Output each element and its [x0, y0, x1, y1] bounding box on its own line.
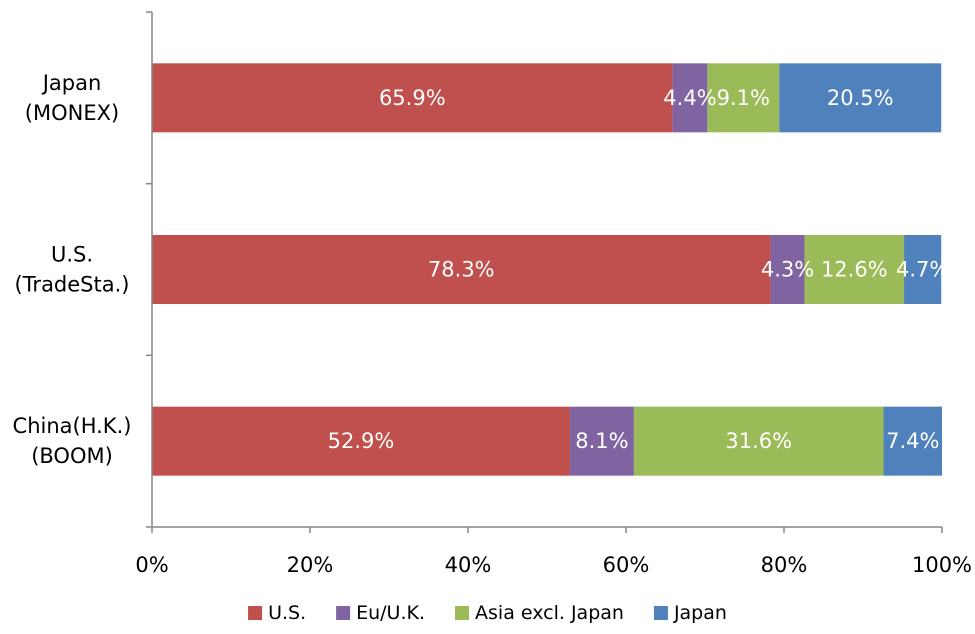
category-label-2-1: (BOOM)	[31, 444, 113, 468]
axes-layer: 0% 20% 40% 60% 80% 100%	[135, 11, 972, 577]
bar-segment-0-3	[779, 63, 942, 133]
bar-segment-1-2	[804, 235, 905, 304]
legend-swatch-1	[336, 606, 351, 620]
bar-segment-2-2	[633, 406, 884, 476]
x-tick-label-2: 40%	[445, 553, 492, 577]
legend: U.S. Eu/U.K. Asia excl. Japan Japan	[248, 602, 727, 624]
legend-swatch-0	[248, 606, 263, 620]
legend-item-2: Asia excl. Japan	[455, 602, 624, 624]
data-label-0-2: 9.1%	[717, 86, 770, 110]
bar-segment-0-1	[672, 63, 708, 133]
bar-segment-2-3	[883, 406, 942, 476]
data-label-0-0: 65.9%	[379, 86, 446, 110]
category-label-2-0: China(H.K.)	[13, 414, 132, 438]
legend-swatch-3	[653, 606, 668, 620]
legend-label-0: U.S.	[268, 602, 306, 624]
bars-layer	[152, 63, 942, 476]
data-label-0-1: 4.4%	[663, 86, 716, 110]
legend-item-1: Eu/U.K.	[336, 602, 425, 624]
category-label-0-0: Japan	[41, 71, 102, 95]
legend-label-1: Eu/U.K.	[356, 602, 425, 624]
x-tick-label-1: 20%	[287, 553, 334, 577]
category-label-1-0: U.S.	[51, 243, 93, 267]
labels-layer: 65.9% 4.4% 9.1% 20.5% Japan (MONEX) 78.3% 4.3% 1…	[13, 71, 950, 468]
x-tick-label-3: 60%	[603, 553, 650, 577]
x-tick-label-0: 0%	[135, 553, 168, 577]
bar-segment-0-0	[152, 63, 673, 133]
legend-item-0: U.S.	[248, 602, 306, 624]
category-label-0-1: (MONEX)	[25, 101, 119, 125]
data-label-2-3: 7.4%	[886, 429, 939, 453]
data-label-2-0: 52.9%	[328, 429, 395, 453]
bar-segment-2-1	[569, 406, 634, 476]
data-label-2-2: 31.6%	[725, 429, 792, 453]
data-label-1-1: 4.3%	[761, 258, 814, 282]
bar-segment-0-2	[707, 63, 780, 133]
legend-label-3: Japan	[673, 602, 727, 624]
bar-segment-2-0	[152, 406, 570, 476]
legend-swatch-2	[455, 606, 470, 620]
bar-segment-1-3	[904, 235, 942, 304]
data-label-0-3: 20.5%	[827, 86, 894, 110]
category-label-1-1: (TradeSta.)	[15, 273, 130, 297]
data-label-1-2: 12.6%	[821, 258, 888, 282]
data-label-1-0: 78.3%	[428, 258, 495, 282]
x-tick-label-5: 100%	[912, 553, 972, 577]
data-label-2-1: 8.1%	[575, 429, 628, 453]
data-label-1-3: 4.7%	[896, 258, 949, 282]
legend-item-3: Japan	[653, 602, 727, 624]
bar-segment-1-1	[770, 235, 805, 304]
bar-segment-1-0	[152, 235, 771, 304]
x-tick-label-4: 80%	[761, 553, 808, 577]
legend-label-2: Asia excl. Japan	[475, 602, 624, 624]
